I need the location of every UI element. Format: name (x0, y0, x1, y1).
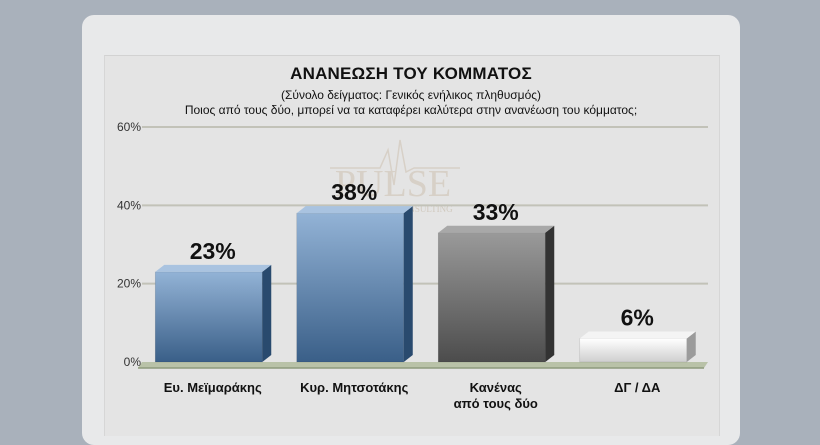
bar-3 (437, 225, 555, 363)
bar-front (437, 232, 546, 363)
category-label: Κανένας (470, 380, 522, 395)
bar-2 (296, 206, 413, 363)
bar-side (686, 331, 696, 362)
bar-top (438, 225, 555, 233)
bar-4 (579, 331, 696, 363)
bar-chart: PULSE RESEARCH & CONSULTING 0%20%40%60%2… (117, 120, 708, 411)
chart-floor (138, 362, 708, 369)
bar-side (262, 264, 272, 362)
data-label: 23% (190, 238, 236, 264)
labels: 0% 20% 40% 60% 23% Ευ. Μεϊμαράκης 38% Κυρ. Μητσ… (117, 120, 661, 411)
chart-title: ΑΝΑΝΕΩΣΗ ΤΟΥ ΚΟΜΜΑΤΟΣ (290, 64, 532, 83)
bar-front (579, 338, 688, 363)
bar-front (296, 212, 405, 363)
bar-front (154, 271, 263, 363)
bar-1 (154, 264, 272, 363)
y-tick-label: 20% (117, 277, 141, 291)
category-label: ΔΓ / ΔΑ (614, 380, 661, 395)
chart-question: Ποιος από τους δύο, μπορεί να τα καταφέρ… (184, 103, 638, 117)
data-label: 38% (331, 179, 377, 205)
watermark-pulse-line (330, 139, 460, 186)
bar-top (296, 206, 413, 214)
chart-subtitle: (Σύνολο δείγματος: Γενικός ενήλικος πληθ… (280, 88, 542, 102)
data-label: 33% (473, 199, 519, 225)
category-label: Κυρ. Μητσοτάκης (300, 380, 409, 395)
floor-plane (138, 362, 708, 368)
data-label: 6% (621, 305, 654, 331)
y-tick-label: 0% (124, 355, 142, 369)
category-label: από τους δύο (454, 396, 538, 411)
bar-top (155, 264, 272, 272)
bar-top (579, 331, 696, 339)
watermark-brand: PULSE (335, 163, 451, 205)
bars (154, 206, 696, 363)
bar-side (545, 225, 555, 362)
y-tick-label: 60% (117, 120, 141, 134)
y-tick-label: 40% (117, 198, 141, 212)
bar-side (403, 206, 413, 362)
category-label: Ευ. Μεϊμαράκης (164, 380, 262, 395)
